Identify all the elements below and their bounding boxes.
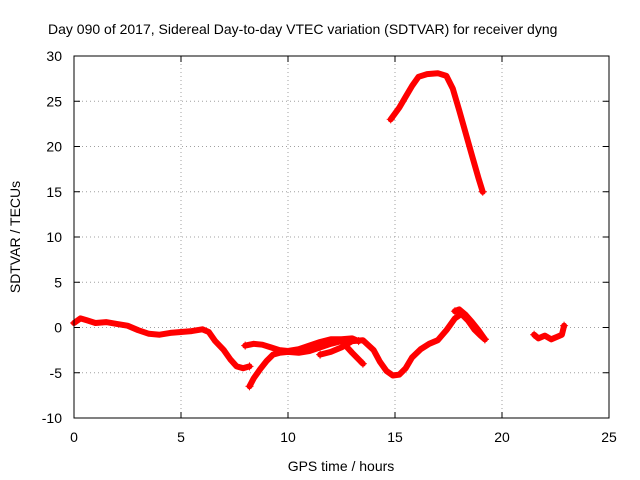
y-tick-label: 30 <box>46 48 62 64</box>
series-point-marker <box>450 307 459 316</box>
chart-title: Day 090 of 2017, Sidereal Day-to-day VTE… <box>48 21 557 37</box>
y-tick-label: 10 <box>46 229 62 245</box>
y-axis-title: SDTVAR / TECUs <box>7 181 23 293</box>
grid <box>74 56 609 418</box>
series-satellite-track-g <box>531 322 568 343</box>
series-satellite-track-e <box>451 306 488 343</box>
y-tick-label: 5 <box>54 274 62 290</box>
series-point-marker <box>241 341 250 350</box>
series-group <box>70 70 569 391</box>
x-tick-label: 10 <box>280 429 296 445</box>
series-point-marker <box>530 330 539 339</box>
series-point-marker <box>245 382 254 391</box>
y-tick-label: -10 <box>42 410 62 426</box>
y-tick-label: 0 <box>54 320 62 336</box>
series-satellite-track-f <box>387 70 486 195</box>
series-satellite-track-a <box>71 315 253 372</box>
series-point-marker <box>480 335 489 344</box>
x-axis-title: GPS time / hours <box>288 458 395 474</box>
series-point-marker <box>245 362 254 371</box>
y-tick-label: 15 <box>46 184 62 200</box>
y-tick-label: 25 <box>46 93 62 109</box>
x-tick-label: 15 <box>387 429 403 445</box>
x-tick-label: 0 <box>70 429 78 445</box>
x-tick-label: 5 <box>177 429 185 445</box>
series-point-marker <box>316 350 325 359</box>
series-point-marker <box>386 115 395 124</box>
series-point-marker <box>358 359 367 368</box>
series-point-marker <box>478 187 487 196</box>
x-tick-label: 20 <box>494 429 510 445</box>
y-tick-label: -5 <box>50 365 63 381</box>
series-satellite-track-d <box>317 310 488 379</box>
tick-labels: 0 5 10 15 20 25 -10 -5 0 5 10 15 20 25 30 <box>42 48 617 445</box>
series-satellite-track-c <box>242 335 362 354</box>
series-point-marker <box>560 321 569 330</box>
y-tick-label: 20 <box>46 139 62 155</box>
x-tick-label: 25 <box>601 429 617 445</box>
